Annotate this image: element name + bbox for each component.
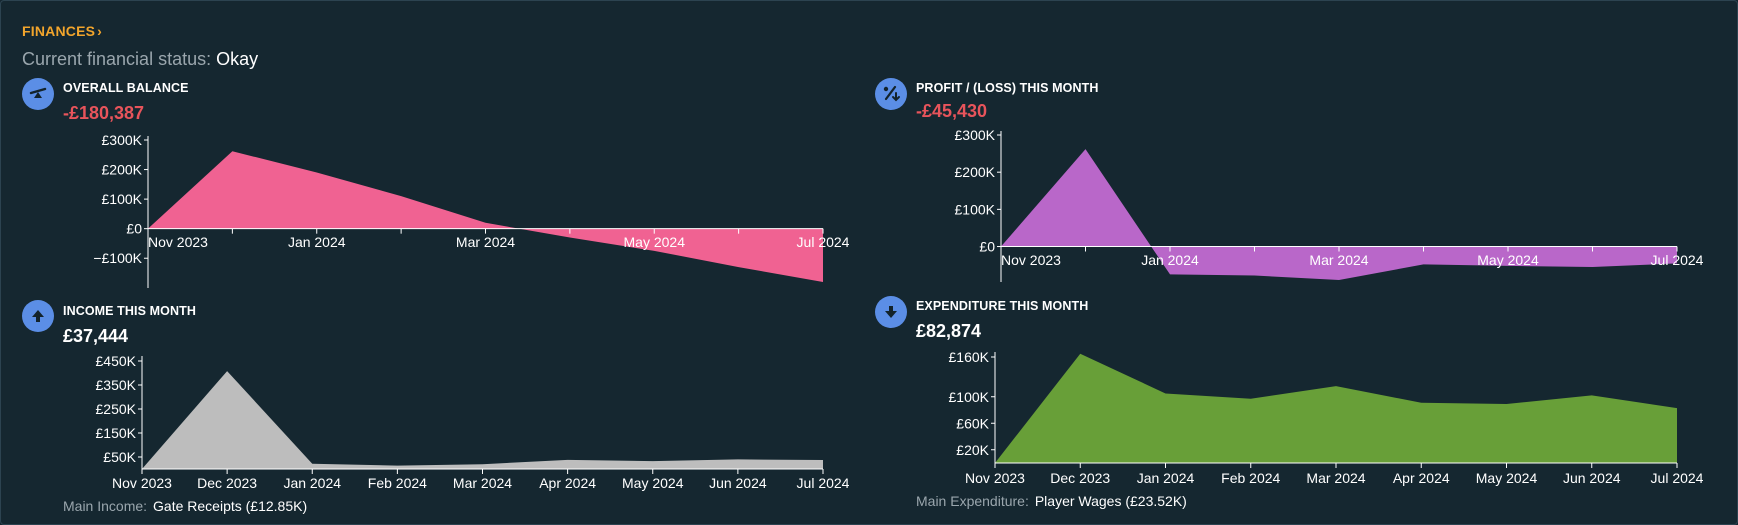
- income-value: £37,444: [63, 326, 129, 346]
- expenditure-x-tick-label: Apr 2024: [1393, 470, 1450, 486]
- profit-title: PROFIT / (LOSS) THIS MONTH: [916, 81, 1099, 95]
- profit-x-tick-label: May 2024: [1477, 252, 1539, 268]
- profit-y-tick-label: £100K: [955, 201, 996, 217]
- expenditure-y-tick-label: £20K: [956, 442, 989, 458]
- balance-x-tick-label: Nov 2023: [148, 234, 208, 250]
- balance-x-tick-label: May 2024: [624, 234, 686, 250]
- balance-title: OVERALL BALANCE: [63, 81, 189, 95]
- income-x-tick-label: Nov 2023: [112, 475, 172, 491]
- expenditure-value: £82,874: [916, 321, 982, 341]
- expenditure-x-tick-label: Jun 2024: [1563, 470, 1621, 486]
- balance-value: -£180,387: [63, 103, 145, 123]
- profit-y-tick-label: £300K: [955, 127, 996, 143]
- income-x-tick-label: Jul 2024: [797, 475, 850, 491]
- income-y-tick-label: £450K: [96, 353, 137, 369]
- profit-x-tick-label: Jan 2024: [1141, 252, 1199, 268]
- balance-x-tick-label: Jul 2024: [797, 234, 850, 250]
- expenditure-y-tick-label: £160K: [949, 349, 990, 365]
- financial-status-value: Okay: [216, 49, 259, 69]
- income-y-tick-label: £350K: [96, 377, 137, 393]
- scales-icon: [22, 78, 54, 110]
- expenditure-area-series: [995, 353, 1677, 463]
- expenditure-x-tick-label: Dec 2023: [1050, 470, 1110, 486]
- main-income: Main Income: Gate Receipts (£12.85K): [63, 498, 307, 514]
- income-x-tick-label: Jun 2024: [709, 475, 767, 491]
- income-area-series: [142, 371, 823, 469]
- income-y-tick-label: £150K: [96, 425, 137, 441]
- finances-link[interactable]: FINANCES ›: [22, 23, 102, 39]
- income-x-tick-label: Apr 2024: [539, 475, 596, 491]
- balance-y-tick-label: £100K: [102, 191, 143, 207]
- main-income-value: Gate Receipts (£12.85K): [153, 498, 308, 514]
- income-y-tick-label: £50K: [103, 449, 136, 465]
- expenditure-x-tick-label: Jan 2024: [1137, 470, 1195, 486]
- expenditure-x-tick-label: Nov 2023: [965, 470, 1025, 486]
- expenditure-x-tick-label: Feb 2024: [1221, 470, 1280, 486]
- income-x-tick-label: May 2024: [622, 475, 684, 491]
- income-x-tick-label: Jan 2024: [283, 475, 341, 491]
- profit-x-tick-label: Jul 2024: [1651, 252, 1704, 268]
- expenditure-x-tick-label: Mar 2024: [1306, 470, 1365, 486]
- expenditure-x-tick-label: Jul 2024: [1651, 470, 1704, 486]
- main-income-label: Main Income:: [63, 498, 148, 514]
- balance-x-tick-label: Jan 2024: [288, 234, 346, 250]
- expenditure-y-tick-label: £100K: [949, 389, 990, 405]
- main-expenditure-value: Player Wages (£23.52K): [1034, 493, 1187, 509]
- income-x-tick-label: Feb 2024: [368, 475, 427, 491]
- expenditure-x-tick-label: May 2024: [1476, 470, 1538, 486]
- financial-status-label: Current financial status:: [22, 49, 212, 69]
- balance-x-tick-label: Mar 2024: [456, 234, 515, 250]
- balance-area-series: [148, 151, 823, 282]
- income-x-tick-label: Dec 2023: [197, 475, 257, 491]
- profit-y-tick-label: £0: [979, 239, 995, 255]
- profit-y-tick-label: £200K: [955, 164, 996, 180]
- main-expenditure: Main Expenditure: Player Wages (£23.52K): [916, 493, 1187, 509]
- balance-y-tick-label: −£100K: [93, 250, 142, 266]
- expenditure-y-tick-label: £60K: [956, 415, 989, 431]
- income-y-tick-label: £250K: [96, 401, 137, 417]
- balance-y-tick-label: £0: [126, 221, 142, 237]
- arrow-up-icon: [22, 300, 54, 332]
- profit-x-tick-label: Nov 2023: [1001, 252, 1061, 268]
- financial-status: Current financial status: Okay: [22, 49, 258, 70]
- profit-x-tick-label: Mar 2024: [1309, 252, 1368, 268]
- expenditure-title: EXPENDITURE THIS MONTH: [916, 299, 1089, 313]
- percent-icon: [875, 78, 907, 110]
- income-title: INCOME THIS MONTH: [63, 304, 196, 318]
- finances-link-label: FINANCES: [22, 23, 96, 39]
- chevron-right-icon: ›: [97, 23, 103, 39]
- arrow-down-icon: [875, 296, 907, 328]
- balance-y-tick-label: £200K: [102, 162, 143, 178]
- profit-value: -£45,430: [916, 101, 988, 121]
- income-x-tick-label: Mar 2024: [453, 475, 512, 491]
- main-expenditure-label: Main Expenditure:: [916, 493, 1029, 509]
- balance-y-tick-label: £300K: [102, 132, 143, 148]
